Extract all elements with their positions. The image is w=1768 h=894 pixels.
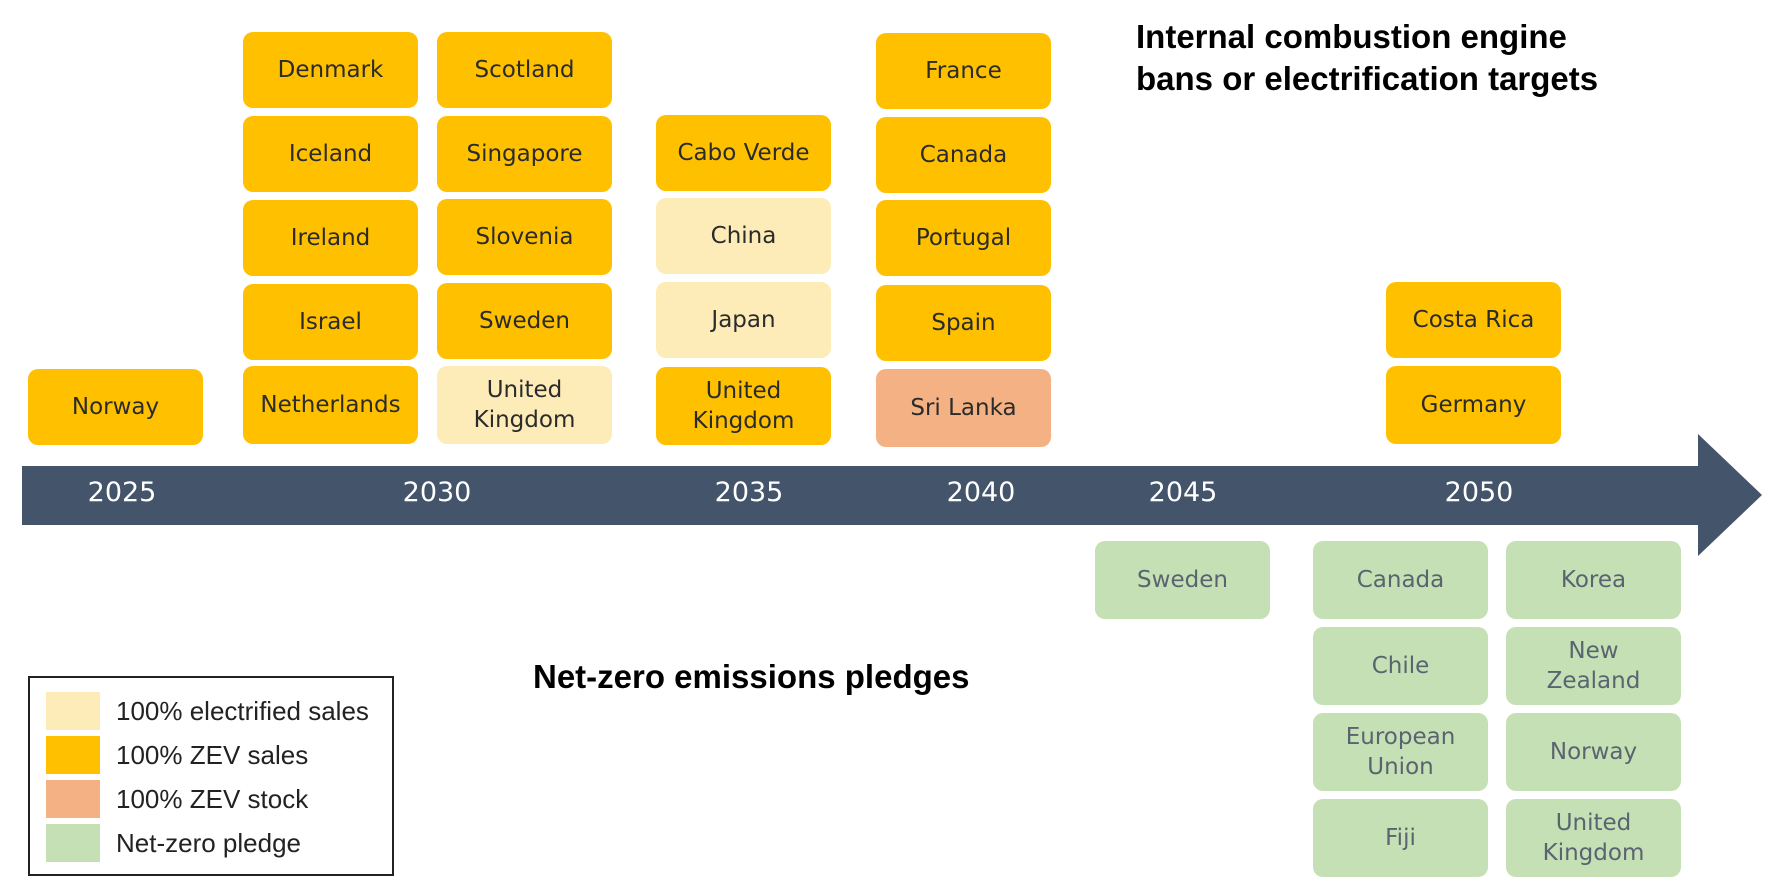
- ice-targets-heading-line1: Internal combustion engine: [1136, 18, 1567, 55]
- legend-label-electrified-sales: 100% electrified sales: [116, 695, 369, 726]
- country-box-sweden: Sweden: [1095, 541, 1270, 619]
- country-box-portugal: Portugal: [876, 200, 1051, 276]
- country-box-korea: Korea: [1506, 541, 1681, 619]
- country-box-chile: Chile: [1313, 627, 1488, 705]
- country-box-scotland: Scotland: [437, 32, 612, 108]
- country-box-slovenia: Slovenia: [437, 199, 612, 275]
- legend-item-net-zero-pledge: Net-zero pledge: [46, 824, 301, 862]
- country-box-netherlands: Netherlands: [243, 366, 418, 444]
- year-label-2040: 2040: [946, 477, 1016, 508]
- legend-label-net-zero-pledge: Net-zero pledge: [116, 827, 301, 858]
- legend-swatch-zev-sales: [46, 736, 100, 774]
- legend-swatch-net-zero-pledge: [46, 824, 100, 862]
- country-box-iceland: Iceland: [243, 116, 418, 192]
- legend: 100% electrified sales 100% ZEV sales 10…: [28, 676, 394, 876]
- legend-item-zev-sales: 100% ZEV sales: [46, 736, 308, 774]
- net-zero-heading: Net-zero emissions pledges: [533, 658, 970, 695]
- country-box-japan: Japan: [656, 282, 831, 358]
- country-box-norway: Norway: [28, 369, 203, 445]
- country-box-united-kingdom: United Kingdom: [437, 366, 612, 444]
- country-box-fiji: Fiji: [1313, 799, 1488, 877]
- legend-label-zev-sales: 100% ZEV sales: [116, 739, 309, 770]
- year-label-2050: 2050: [1444, 477, 1514, 508]
- country-box-costa-rica: Costa Rica: [1386, 282, 1561, 358]
- legend-item-zev-stock: 100% ZEV stock: [46, 780, 308, 818]
- country-box-united-kingdom: United Kingdom: [1506, 799, 1681, 877]
- legend-swatch-electrified-sales: [46, 692, 100, 730]
- country-box-spain: Spain: [876, 285, 1051, 361]
- country-box-singapore: Singapore: [437, 116, 612, 192]
- country-box-canada: Canada: [1313, 541, 1488, 619]
- country-box-china: China: [656, 198, 831, 274]
- legend-label-zev-stock: 100% ZEV stock: [116, 783, 309, 814]
- ice-targets-heading-line2: bans or electrification targets: [1136, 60, 1599, 97]
- country-box-ireland: Ireland: [243, 200, 418, 276]
- timeline-arrow-shape: [22, 434, 1762, 556]
- ice-targets-heading: Internal combustion engine bans or elect…: [1136, 16, 1736, 100]
- country-box-norway: Norway: [1506, 713, 1681, 791]
- country-box-cabo-verde: Cabo Verde: [656, 115, 831, 191]
- country-box-denmark: Denmark: [243, 32, 418, 108]
- year-label-2025: 2025: [87, 477, 157, 508]
- country-box-new-zealand: New Zealand: [1506, 627, 1681, 705]
- year-label-2045: 2045: [1148, 477, 1218, 508]
- country-box-united-kingdom: United Kingdom: [656, 367, 831, 445]
- country-box-sweden: Sweden: [437, 283, 612, 359]
- year-label-2030: 2030: [402, 477, 472, 508]
- country-box-european-union: European Union: [1313, 713, 1488, 791]
- country-box-canada: Canada: [876, 117, 1051, 193]
- year-label-2035: 2035: [714, 477, 784, 508]
- country-box-sri-lanka: Sri Lanka: [876, 369, 1051, 447]
- legend-item-electrified-sales: 100% electrified sales: [46, 692, 369, 730]
- country-box-israel: Israel: [243, 284, 418, 360]
- country-box-germany: Germany: [1386, 366, 1561, 444]
- legend-swatch-zev-stock: [46, 780, 100, 818]
- country-box-france: France: [876, 33, 1051, 109]
